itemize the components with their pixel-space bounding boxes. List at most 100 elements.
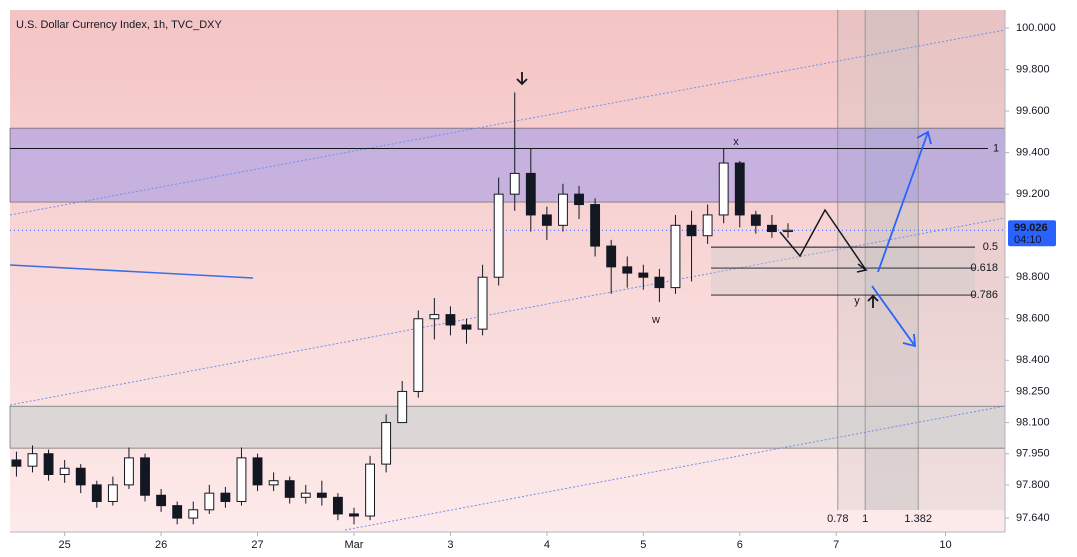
y-tick-label: 100.000: [1016, 22, 1056, 34]
x-tick-label: 27: [251, 539, 263, 551]
candle-body: [300, 492, 311, 498]
candle-body: [397, 390, 408, 424]
fib: 0.78 1 1.382 1 0.5 0.618 0.786: [10, 10, 1005, 525]
countdown-label: 04:10: [1014, 234, 1042, 246]
fib-time-label: 1.382: [904, 513, 932, 525]
arrow-head: [916, 130, 932, 145]
zone: [9, 127, 1006, 203]
channel-line: [9, 217, 1006, 406]
x-tick-label: 3: [447, 539, 453, 551]
last-price-label: 99.026: [1014, 222, 1048, 234]
candle-body: [381, 422, 392, 465]
trend-line: [9, 264, 254, 279]
fib-level-label: 0.786: [970, 289, 998, 301]
candle-body: [91, 484, 102, 502]
candle-body: [686, 224, 697, 237]
wave-label: w: [651, 314, 660, 326]
candle-body: [365, 463, 375, 517]
candle-body: [702, 214, 713, 237]
x-tick-label: 26: [155, 539, 167, 551]
candle-body: [43, 453, 54, 475]
candle-body: [332, 496, 343, 515]
candle-body: [220, 492, 231, 502]
y-tick-label: 99.600: [1016, 105, 1050, 117]
candle-body: [316, 492, 327, 498]
candle-body: [718, 162, 729, 216]
markers: [516, 72, 879, 308]
x-tick-label: 25: [59, 539, 71, 551]
fib-time-label: 1: [862, 513, 868, 525]
candle-body: [413, 318, 424, 392]
fib-time-label: 0.78: [827, 513, 848, 525]
candle-body: [27, 453, 38, 467]
candle-body: [606, 245, 617, 268]
candle-body: [75, 467, 86, 486]
y-tick-label: 98.400: [1016, 354, 1050, 366]
candle-body: [509, 172, 520, 195]
y-tick-label: 99.200: [1016, 188, 1050, 200]
candle-body: [541, 214, 552, 226]
candle-body: [156, 494, 167, 507]
candle-body: [767, 224, 777, 233]
y-tick-label: 98.600: [1016, 313, 1050, 325]
down-arrow-head: [516, 78, 528, 86]
arrow-head: [902, 333, 917, 348]
candle-body: [493, 193, 504, 278]
candle-body: [654, 276, 665, 289]
candle-body: [558, 193, 568, 226]
projection-arrow: [856, 263, 868, 273]
x-tick-label: 6: [737, 539, 743, 551]
candle-body: [11, 459, 22, 467]
wave-label: x: [733, 136, 739, 148]
candle-body: [124, 457, 134, 486]
candle-body: [734, 162, 745, 216]
candle-body: [204, 492, 215, 511]
scenario-arrows: [871, 130, 932, 348]
projection-path: [779, 208, 867, 271]
candle-body: [750, 214, 761, 226]
candle-body: [525, 172, 536, 216]
y-tick-label: 98.250: [1016, 385, 1050, 397]
wave-label: y: [854, 295, 860, 307]
candle-body: [107, 484, 118, 502]
y-tick-label: 99.800: [1016, 63, 1050, 75]
y-tick-label: 99.400: [1016, 147, 1050, 159]
candle-body: [188, 509, 199, 519]
x-tick-label: Mar: [345, 539, 364, 551]
candle-body: [477, 276, 488, 330]
y-tick-label: 98.800: [1016, 271, 1050, 283]
x-tick-label: 5: [640, 539, 646, 551]
fib-level-label: 0.5: [983, 241, 998, 253]
candle-body: [284, 480, 295, 498]
fib-level-label: 0.618: [970, 262, 998, 274]
candle-body: [574, 193, 584, 206]
candle-body: [429, 314, 440, 320]
zone: [9, 405, 1006, 449]
candle-body: [622, 266, 633, 274]
candle-body: [140, 457, 150, 496]
candle-body: [670, 224, 681, 289]
candle-body: [590, 204, 601, 247]
y-tick-label: 97.800: [1016, 479, 1050, 491]
chart-title: U.S. Dollar Currency Index, 1h, TVC_DXY: [16, 19, 222, 31]
x-tick-label: 4: [544, 539, 550, 551]
y-tick-label: 97.640: [1016, 512, 1050, 524]
arrow-up: [877, 131, 929, 273]
x-tick-label: 7: [833, 539, 839, 551]
candle-body: [172, 505, 183, 519]
channel: [9, 29, 1006, 531]
fib-shade: [711, 247, 975, 296]
candle-body: [461, 324, 472, 330]
y-tick-label: 97.950: [1016, 448, 1050, 460]
channel-line: [9, 29, 1006, 216]
candle-body: [783, 229, 793, 233]
candle-body: [252, 457, 263, 486]
candle-body: [349, 513, 359, 517]
candles: [11, 92, 793, 525]
candle-body: [59, 467, 70, 475]
candle-body: [445, 314, 456, 326]
up-arrow-head: [867, 294, 879, 302]
y-tick-label: 98.100: [1016, 416, 1050, 428]
x-tick-label: 10: [939, 539, 951, 551]
